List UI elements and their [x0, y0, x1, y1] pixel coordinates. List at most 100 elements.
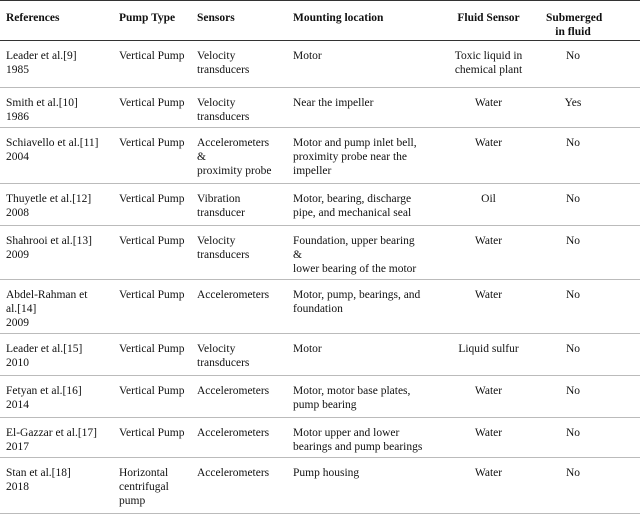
cell-line: in fluid — [555, 26, 591, 38]
table-cell: Leader et al.[15] 2010 — [0, 333, 113, 376]
table-cell: No — [540, 279, 640, 334]
cell-line: Vertical Pump — [119, 235, 185, 247]
table-cell: Vertical Pump — [113, 127, 191, 184]
cell-line: Water — [474, 137, 503, 149]
table-row: Smith et al.[10] 1986 Vertical Pump Velocit… — [0, 87, 640, 128]
table-cell: Motor, motor base plates, pump bearing — [287, 375, 435, 418]
cell-line: 2008 — [6, 207, 29, 219]
table-cell: Accelerometers — [191, 375, 287, 418]
cell-line: Water — [474, 289, 503, 301]
cell-line: No — [565, 193, 581, 205]
cell-line: Toxic liquid in — [454, 50, 523, 62]
cell-line: 1985 — [6, 64, 29, 76]
table-cell: Velocity transducers — [191, 87, 287, 128]
table-cell: Horizontal centrifugal pump — [113, 457, 191, 514]
table-cell: Water — [435, 279, 540, 334]
cell-line: Fluid Sensor — [457, 12, 520, 24]
table-cell: Shahrooi et al.[13] 2009 — [0, 225, 113, 280]
table-cell: Accelerometers — [191, 457, 287, 514]
cell-line: al.[14] — [6, 303, 37, 315]
table-cell: Vertical Pump — [113, 40, 191, 88]
table-row: Schiavello et al.[11] 2004 Vertical Pump Ac… — [0, 127, 640, 184]
table-cell: Motor — [287, 333, 435, 376]
cell-line: 2018 — [6, 481, 29, 493]
cell-line: lower bearing of the motor — [293, 263, 417, 275]
cell-line: 1986 — [6, 111, 29, 123]
table-cell: Motor, bearing, discharge pipe, and mecha… — [287, 183, 435, 226]
cell-line: Water — [474, 97, 503, 109]
cell-line: transducer — [197, 207, 245, 219]
table-cell: Toxic liquid in chemical plant — [435, 40, 540, 88]
table-cell: No — [540, 40, 640, 88]
table-cell: Vertical Pump — [113, 225, 191, 280]
table-cell: Motor, pump, bearings, and foundation — [287, 279, 435, 334]
cell-line: Motor, motor base plates, — [293, 385, 411, 397]
cell-line: Vertical Pump — [119, 385, 185, 397]
table-row: Thuyetle et al.[12] 2008 Vertical Pump Vibr… — [0, 183, 640, 226]
cell-line: No — [565, 289, 581, 301]
cell-line: Sensors — [197, 12, 235, 24]
table-cell: Yes — [540, 87, 640, 128]
cell-line: Accelerometers — [197, 467, 270, 479]
cell-line: Pump housing — [293, 467, 360, 479]
cell-line: Smith et al.[10] — [6, 97, 78, 109]
table-cell: Vertical Pump — [113, 333, 191, 376]
cell-line: El-Gazzar et al.[17] — [6, 427, 97, 439]
table-cell: Motor and pump inlet bell, proximity prob… — [287, 127, 435, 184]
table-cell: El-Gazzar et al.[17] 2017 — [0, 417, 113, 458]
table-cell: Water — [435, 375, 540, 418]
cell-line: Fetyan et al.[16] — [6, 385, 82, 397]
cell-line: pump — [119, 495, 146, 507]
table-cell: Velocity transducers — [191, 40, 287, 88]
cell-line: 2014 — [6, 399, 29, 411]
cell-line: Shahrooi et al.[13] — [6, 235, 92, 247]
cell-line: No — [565, 385, 581, 397]
cell-line: transducers — [197, 249, 250, 261]
cell-line: Accelerometers — [197, 427, 270, 439]
table-cell: Motor — [287, 40, 435, 88]
cell-line: Yes — [564, 97, 582, 109]
cell-line: 2004 — [6, 151, 29, 163]
header-cell: Fluid Sensor — [435, 0, 540, 41]
cell-line: Leader et al.[9] — [6, 50, 77, 62]
cell-line: Stan et al.[18] — [6, 467, 71, 479]
cell-line: Velocity — [197, 235, 236, 247]
cell-line: Leader et al.[15] — [6, 343, 83, 355]
cell-line: Oil — [481, 193, 496, 205]
header-cell: Sensors — [191, 0, 287, 41]
table-cell: No — [540, 183, 640, 226]
cell-line: Vertical Pump — [119, 427, 185, 439]
table-cell: Vertical Pump — [113, 417, 191, 458]
cell-line: Vertical Pump — [119, 289, 185, 301]
cell-line: Horizontal — [119, 467, 169, 479]
cell-line: 2009 — [6, 317, 29, 329]
cell-line: Foundation, upper bearing — [293, 235, 415, 247]
table-cell: Vertical Pump — [113, 183, 191, 226]
cell-line: transducers — [197, 357, 250, 369]
table-cell: Water — [435, 127, 540, 184]
table-row: Abdel-Rahman et al.[14] 2009 Vertical Pump A… — [0, 279, 640, 334]
cell-line: Submerged — [546, 12, 603, 24]
table-cell: Schiavello et al.[11] 2004 — [0, 127, 113, 184]
table-cell: Liquid sulfur — [435, 333, 540, 376]
header-cell: References — [0, 0, 113, 41]
cell-line: Vertical Pump — [119, 50, 185, 62]
table-cell: Velocity transducers — [191, 333, 287, 376]
table-cell: Foundation, upper bearing & lower bearing … — [287, 225, 435, 280]
cell-line: Vertical Pump — [119, 343, 185, 355]
cell-line: Water — [474, 427, 503, 439]
cell-line: Vibration — [197, 193, 241, 205]
cell-line: Mounting location — [293, 12, 384, 24]
table-cell: Water — [435, 417, 540, 458]
table-cell: Vertical Pump — [113, 87, 191, 128]
cell-line: Water — [474, 467, 503, 479]
table-cell: Stan et al.[18] 2018 — [0, 457, 113, 514]
table-cell: Accelerometers — [191, 279, 287, 334]
cell-line: Velocity — [197, 343, 236, 355]
cell-line: No — [565, 467, 581, 479]
table-cell: No — [540, 457, 640, 514]
table-cell: Fetyan et al.[16] 2014 — [0, 375, 113, 418]
cell-line: Motor upper and lower — [293, 427, 400, 439]
